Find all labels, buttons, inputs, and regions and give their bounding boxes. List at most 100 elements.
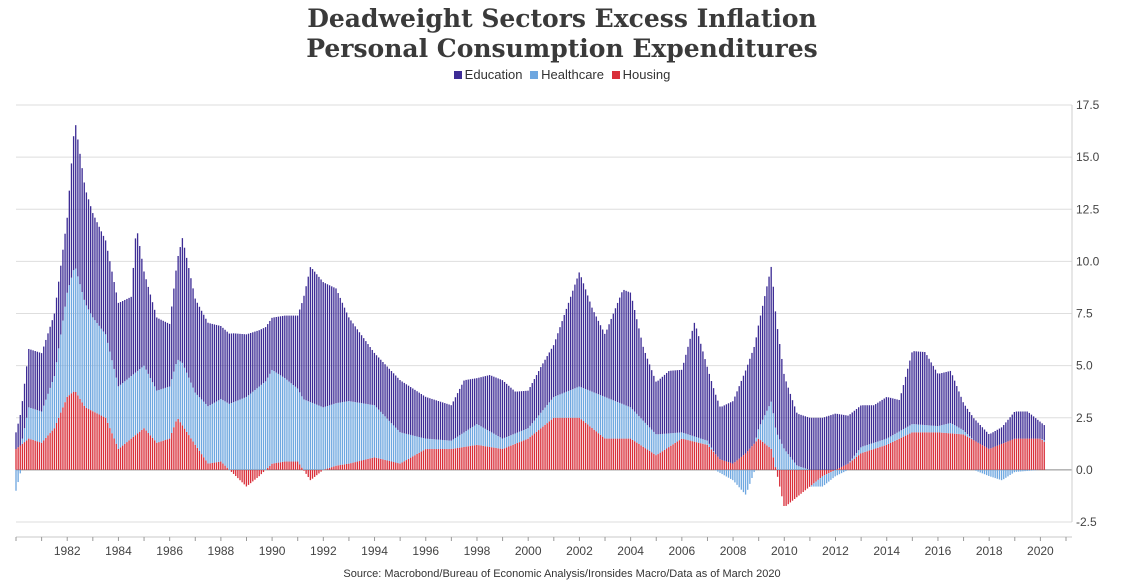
bar-healthcare xyxy=(742,469,745,493)
bar-education xyxy=(514,391,516,434)
bar-education xyxy=(555,339,557,397)
bar-housing xyxy=(996,445,998,470)
bar-housing xyxy=(341,464,344,470)
bar-healthcare xyxy=(369,404,371,459)
bar-education xyxy=(578,272,580,387)
bar-housing xyxy=(761,441,764,470)
bar-housing xyxy=(420,451,422,470)
bar-education xyxy=(563,314,565,393)
bar-education xyxy=(437,401,440,440)
bar-healthcare xyxy=(311,402,314,470)
bar-healthcare xyxy=(872,442,875,450)
bar-healthcare xyxy=(60,334,62,413)
bar-education xyxy=(1024,411,1026,439)
bar-education xyxy=(676,370,678,433)
bar-education xyxy=(616,302,619,403)
bar-education xyxy=(892,398,894,436)
bar-housing xyxy=(668,447,670,470)
bar-education xyxy=(352,323,354,402)
bar-housing xyxy=(853,458,856,470)
bar-education xyxy=(245,334,248,397)
bar-education xyxy=(313,271,316,404)
bar-education xyxy=(45,339,47,400)
bar-education xyxy=(796,412,798,466)
bar-healthcare xyxy=(627,406,629,439)
chart-area: 1982 1984 1986 1988 1990 1992 1994 1996 1998 2000… xyxy=(15,98,1100,558)
bar-housing xyxy=(672,444,674,470)
bar-healthcare xyxy=(520,430,523,442)
bar-education xyxy=(433,399,435,440)
bar-education xyxy=(491,375,493,433)
bar-housing xyxy=(695,442,698,470)
bar-healthcare xyxy=(853,455,856,459)
bar-housing xyxy=(808,469,811,487)
bar-healthcare xyxy=(495,434,497,448)
bar-healthcare xyxy=(508,436,510,447)
bar-housing xyxy=(872,449,875,470)
bar-education xyxy=(872,405,875,443)
bar-education xyxy=(132,267,134,375)
bar-healthcare xyxy=(128,377,130,441)
bar-healthcare xyxy=(177,359,179,419)
bar-healthcare xyxy=(544,407,546,425)
bar-housing xyxy=(800,469,802,494)
bar-healthcare xyxy=(19,469,21,474)
bar-healthcare xyxy=(708,443,710,447)
bar-healthcare xyxy=(162,388,164,441)
y-tick-label: 5.0 xyxy=(1076,359,1093,373)
bar-housing xyxy=(753,443,755,470)
bar-healthcare xyxy=(864,445,866,452)
bar-education xyxy=(725,404,728,462)
bar-education xyxy=(994,431,996,447)
bar-education xyxy=(744,370,747,454)
bar-education xyxy=(30,349,32,409)
bar-healthcare xyxy=(352,401,354,463)
bar-healthcare xyxy=(625,405,627,439)
bar-education xyxy=(38,352,41,411)
bar-healthcare xyxy=(83,299,85,406)
bar-education xyxy=(62,249,64,321)
bar-healthcare xyxy=(691,435,693,442)
bar-housing xyxy=(288,461,290,470)
bar-healthcare xyxy=(514,433,516,444)
bar-healthcare xyxy=(64,306,66,403)
bar-healthcare xyxy=(397,429,399,464)
bar-healthcare xyxy=(486,429,489,447)
bar-housing xyxy=(847,463,849,470)
bar-healthcare xyxy=(843,469,845,473)
bar-housing xyxy=(651,452,653,470)
bar-education xyxy=(759,315,762,425)
bar-education xyxy=(292,315,294,385)
bar-housing xyxy=(860,453,862,470)
bar-healthcare xyxy=(894,433,896,441)
bar-education xyxy=(448,404,450,441)
bar-healthcare xyxy=(1032,469,1035,471)
bar-housing xyxy=(17,447,19,470)
bar-housing xyxy=(471,445,474,470)
bar-healthcare xyxy=(190,382,192,439)
bar-healthcare xyxy=(800,466,802,470)
bar-healthcare xyxy=(181,362,184,426)
bar-education xyxy=(712,388,715,452)
bar-education xyxy=(633,309,636,412)
x-tick-label: 1994 xyxy=(361,544,388,558)
bar-education xyxy=(239,333,241,400)
bar-healthcare xyxy=(1000,469,1003,481)
bar-education xyxy=(868,405,870,445)
bar-housing xyxy=(953,433,956,470)
bar-housing xyxy=(395,462,397,470)
bar-housing xyxy=(879,447,881,470)
bar-housing xyxy=(877,447,879,470)
bar-education xyxy=(279,316,282,376)
bar-education xyxy=(1017,411,1020,439)
bar-healthcare xyxy=(77,276,79,396)
bar-education xyxy=(764,296,766,416)
bar-education xyxy=(576,278,578,388)
bar-education xyxy=(710,381,713,448)
bar-healthcare xyxy=(23,428,26,443)
bar-education xyxy=(689,338,691,436)
bar-housing xyxy=(461,447,463,470)
bar-education xyxy=(540,367,542,413)
bar-education xyxy=(875,404,877,443)
bar-housing xyxy=(250,469,252,484)
